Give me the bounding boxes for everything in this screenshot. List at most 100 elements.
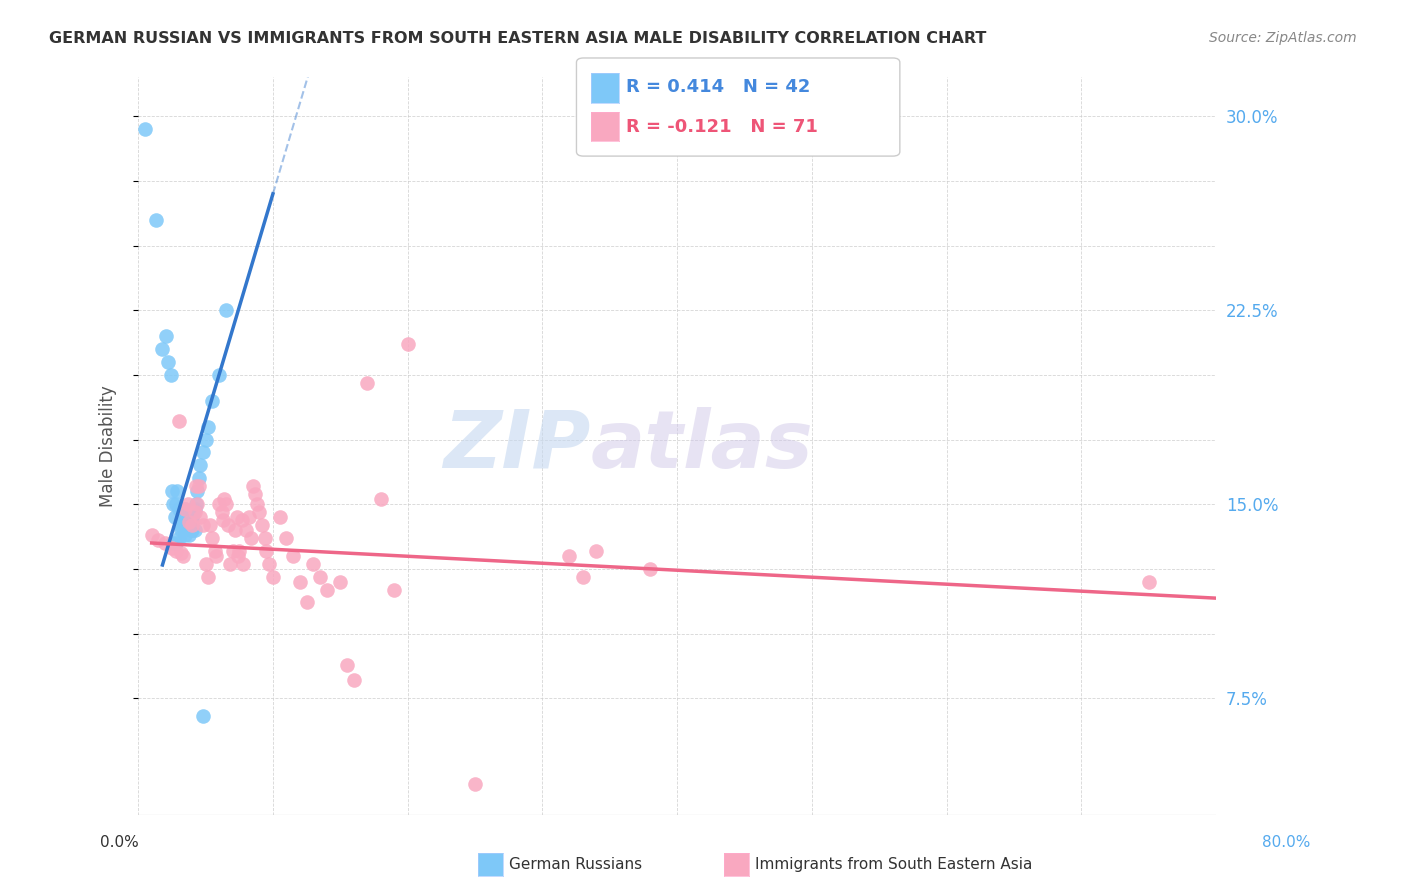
Point (217, 517, 239, 532)
Point (170, 546, 193, 560)
Point (245, 487, 267, 501)
Point (167, 531, 190, 545)
Point (160, 484, 183, 499)
Point (170, 523, 193, 537)
Point (162, 497, 184, 511)
Point (166, 484, 188, 499)
Point (343, 673, 366, 687)
Point (201, 393, 224, 408)
Point (181, 517, 204, 532)
Point (179, 528, 201, 542)
Point (197, 569, 219, 583)
Point (194, 557, 217, 571)
Point (302, 557, 325, 571)
Point (208, 497, 231, 511)
Point (177, 497, 200, 511)
Point (215, 497, 238, 511)
Point (1137, 574, 1160, 589)
Point (141, 528, 163, 542)
Point (172, 549, 194, 563)
Text: atlas: atlas (591, 407, 814, 485)
Point (184, 479, 207, 493)
Point (134, 122, 156, 136)
Point (172, 516, 194, 530)
Point (585, 543, 607, 558)
Point (315, 582, 337, 597)
Point (231, 513, 253, 527)
Point (184, 523, 207, 537)
Point (208, 368, 231, 382)
Point (152, 342, 174, 356)
Point (201, 531, 224, 545)
Text: R = -0.121   N = 71: R = -0.121 N = 71 (626, 118, 817, 136)
Point (214, 491, 236, 506)
Point (238, 510, 260, 524)
Point (180, 523, 202, 537)
Point (295, 595, 318, 609)
Point (163, 510, 186, 524)
Point (240, 531, 263, 545)
Text: GERMAN RUSSIAN VS IMMIGRANTS FROM SOUTH EASTERN ASIA MALE DISABILITY CORRELATION: GERMAN RUSSIAN VS IMMIGRANTS FROM SOUTH … (49, 31, 987, 46)
Point (211, 505, 233, 519)
Point (165, 497, 187, 511)
Point (169, 517, 191, 532)
Point (181, 523, 204, 537)
Point (148, 533, 170, 548)
Text: German Russians: German Russians (509, 857, 643, 871)
Point (160, 536, 183, 550)
Point (262, 569, 284, 583)
Point (370, 491, 392, 506)
Point (176, 517, 198, 532)
Point (212, 513, 235, 527)
Point (228, 543, 250, 558)
Point (269, 510, 291, 524)
Point (283, 549, 305, 563)
Point (204, 543, 226, 558)
Point (382, 582, 405, 597)
Text: Immigrants from South Eastern Asia: Immigrants from South Eastern Asia (755, 857, 1032, 871)
Point (183, 508, 205, 522)
Point (242, 479, 264, 493)
Point (225, 510, 247, 524)
Text: ZIP: ZIP (443, 407, 591, 485)
Point (155, 329, 177, 343)
Text: Source: ZipAtlas.com: Source: ZipAtlas.com (1209, 31, 1357, 45)
Point (638, 562, 661, 576)
Point (174, 528, 197, 542)
Point (179, 516, 201, 530)
Point (179, 516, 201, 530)
Point (250, 517, 273, 532)
Point (153, 536, 176, 550)
Point (336, 657, 359, 672)
Point (187, 471, 209, 485)
Point (174, 502, 197, 516)
Point (572, 569, 595, 583)
Point (235, 523, 257, 537)
Point (186, 497, 208, 511)
Point (191, 517, 214, 532)
Point (188, 458, 211, 473)
Point (188, 510, 211, 524)
Point (184, 505, 207, 519)
Point (181, 516, 204, 530)
Point (253, 531, 276, 545)
Point (191, 709, 214, 723)
Point (232, 557, 254, 571)
Point (191, 445, 214, 459)
Point (165, 543, 187, 558)
Point (464, 776, 486, 790)
Point (165, 536, 187, 550)
Point (145, 212, 167, 227)
Point (218, 557, 240, 571)
Point (356, 376, 378, 390)
Point (558, 549, 581, 563)
Point (396, 336, 419, 351)
Point (177, 510, 200, 524)
Text: 80.0%: 80.0% (1263, 836, 1310, 850)
Text: R = 0.414   N = 42: R = 0.414 N = 42 (626, 78, 810, 95)
Point (309, 569, 332, 583)
Point (187, 479, 209, 493)
Point (167, 414, 190, 428)
Point (173, 510, 195, 524)
Point (186, 484, 208, 499)
